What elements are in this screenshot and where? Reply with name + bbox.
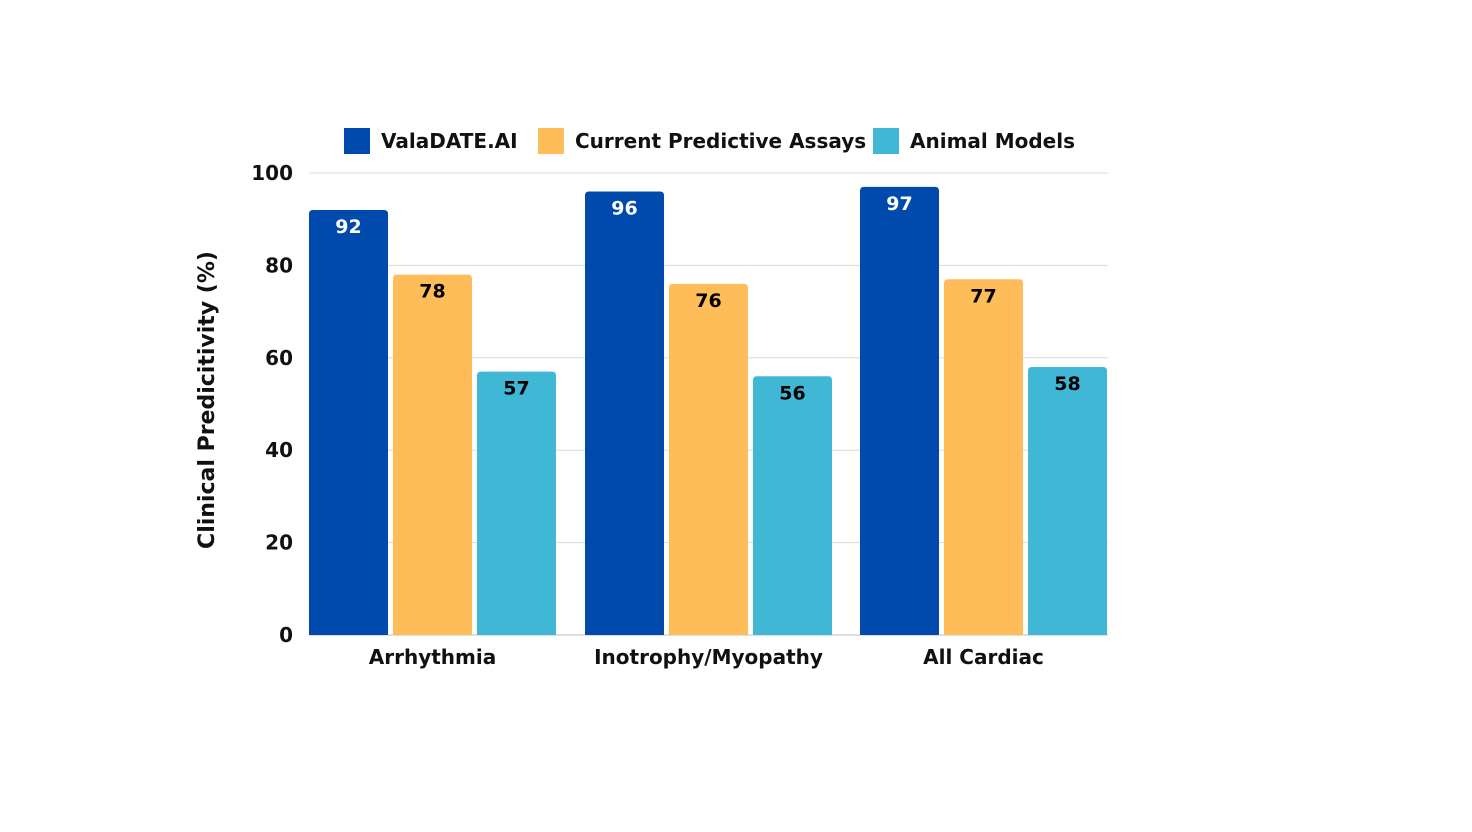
bar [477, 371, 556, 635]
bar-value-label: 96 [611, 197, 637, 219]
bar [860, 186, 939, 636]
bar-value-label: 78 [419, 281, 445, 303]
bar [944, 279, 1023, 635]
bar [753, 376, 832, 635]
bar-value-label: 97 [886, 193, 912, 215]
x-tick-label: All Cardiac [923, 645, 1044, 669]
x-tick-label: Inotrophy/Myopathy [594, 645, 823, 669]
bar-value-label: 56 [779, 382, 805, 404]
bar-labels: 92 78 57 96 76 56 97 77 58 [335, 193, 1080, 404]
bar-value-label: 58 [1054, 373, 1080, 395]
y-tick-label: 20 [265, 531, 293, 555]
legend-label: Animal Models [910, 129, 1075, 153]
y-tick-label: 60 [265, 346, 293, 370]
bar [585, 191, 664, 636]
bar [393, 274, 472, 635]
bar [669, 283, 748, 635]
legend-swatch [344, 128, 370, 154]
legend-swatch [538, 128, 564, 154]
bars [309, 186, 1107, 636]
bar-value-label: 92 [335, 216, 361, 238]
y-axis: 0 20 40 60 80 100 [251, 161, 293, 647]
legend-label: Current Predictive Assays [575, 129, 866, 153]
bar [309, 209, 388, 635]
legend-label: ValaDATE.AI [381, 129, 518, 153]
legend: ValaDATE.AI Current Predictive Assays Anim… [344, 128, 1075, 154]
bar-value-label: 77 [970, 285, 996, 307]
x-axis: Arrhythmia Inotrophy/Myopathy All Cardiac [369, 645, 1044, 669]
y-tick-label: 40 [265, 438, 293, 462]
bar [1028, 367, 1107, 635]
y-tick-label: 100 [251, 161, 293, 185]
y-tick-label: 80 [265, 253, 293, 277]
bar-value-label: 76 [695, 290, 721, 312]
x-tick-label: Arrhythmia [369, 645, 496, 669]
y-tick-label: 0 [279, 623, 293, 647]
bar-value-label: 57 [503, 378, 529, 400]
legend-swatch [873, 128, 899, 154]
y-axis-title: Clinical Predicitivity (%) [195, 251, 220, 549]
